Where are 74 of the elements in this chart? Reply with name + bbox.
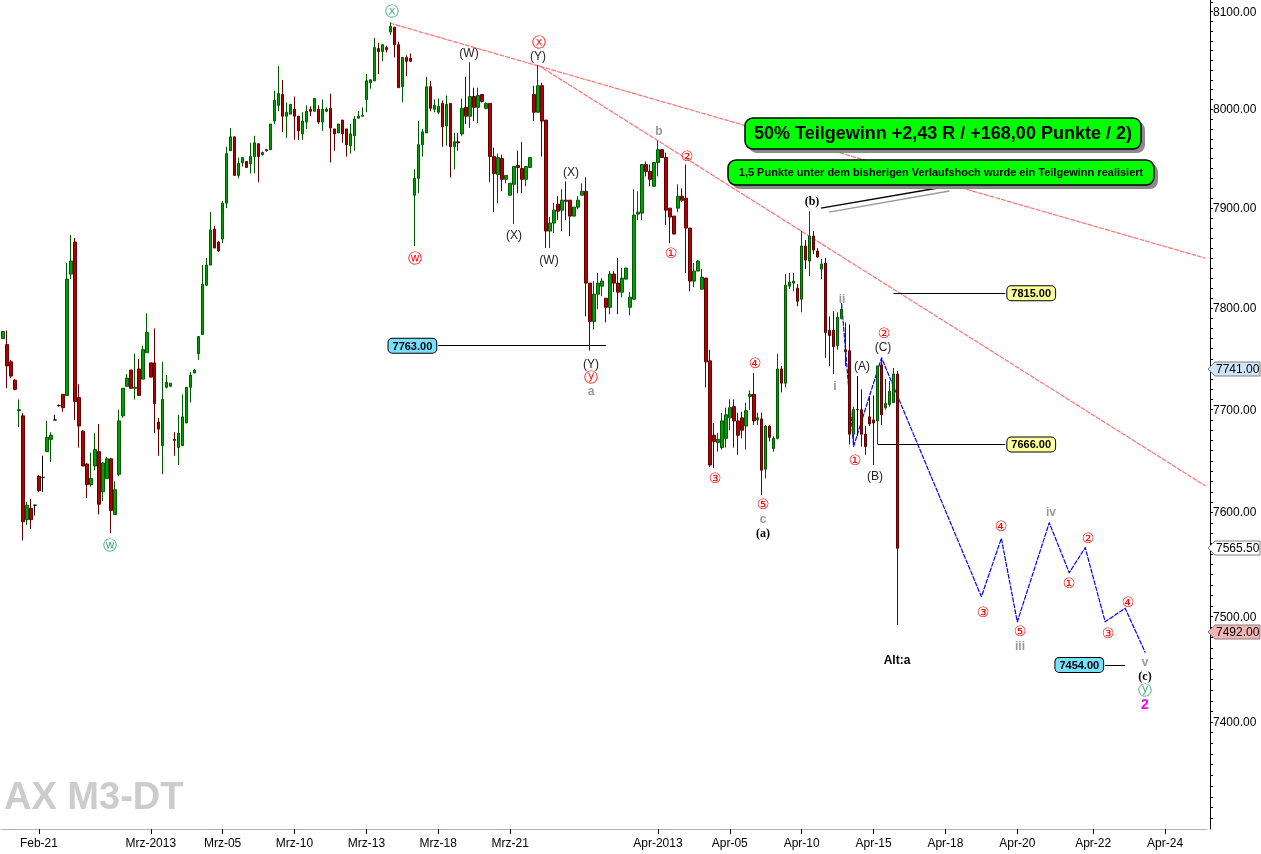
annotation: (W) (539, 253, 559, 267)
annotation: (A) (854, 359, 870, 373)
ref-line-label: 7666.00 (1011, 438, 1052, 451)
annotation: ⓧ (532, 34, 546, 50)
annotation: ① (1062, 575, 1076, 591)
x-tick-label: Apr-24 (1147, 836, 1184, 850)
text: 7565.50 (1216, 541, 1260, 555)
x-tick-label: Apr-22 (1075, 836, 1112, 850)
annotation: v (1141, 655, 1149, 669)
annotation: c (759, 512, 767, 526)
x-tick-label: Apr-2013 (633, 836, 683, 850)
annotation: ⓨ (584, 369, 598, 385)
annotation: (C) (874, 340, 892, 354)
annotation: iv (1045, 505, 1057, 519)
annotation: ii (838, 292, 846, 306)
ref-line-label: 7763.00 (392, 339, 433, 352)
x-tick-label: Apr-15 (855, 836, 892, 850)
annotation: ⓨ (1138, 682, 1152, 698)
annotation: ③ (1101, 625, 1115, 641)
x-tick-label: Apr-05 (711, 836, 749, 850)
annotation: ② (680, 148, 694, 164)
y-tick-label: 7400.00 (1213, 715, 1257, 730)
annotation: ① (664, 245, 678, 261)
annotation: ⓦ (103, 537, 117, 553)
x-tick-label: Mrz-13 (347, 836, 386, 850)
y-tick-label: 8100.00 (1213, 4, 1257, 19)
annotation: ④ (994, 518, 1008, 534)
annotation: (W) (459, 46, 479, 60)
x-tick-label: Apr-10 (783, 836, 820, 850)
annotation: (X) (563, 165, 579, 179)
x-tick-label: Apr-18 (927, 836, 964, 850)
text: 7492.00 (1216, 625, 1260, 639)
annotation: ① (848, 452, 862, 468)
annotation: (Y) (530, 49, 546, 63)
annotation: (b) (804, 194, 820, 209)
annotation: ⓧ (385, 3, 399, 19)
x-tick-label: Apr-20 (999, 836, 1036, 850)
annotation: i (833, 379, 837, 393)
y-tick-label: 7500.00 (1213, 609, 1257, 624)
annotation: ③ (976, 604, 990, 620)
annotation: ⓦ (408, 250, 422, 266)
annotation: ② (877, 325, 891, 341)
x-tick-label: Mrz-10 (275, 836, 314, 850)
annotation: ④ (748, 355, 762, 371)
annotation: a (587, 384, 595, 398)
annotation: ⑤ (756, 496, 770, 512)
annotation: 1,5 Punkte unter dem bisherigen Verlaufshoch wurde ein Teilgewinn realisiert (738, 166, 1144, 178)
y-tick-label: 7900.00 (1213, 201, 1257, 216)
x-tick-label: Mrz-21 (491, 836, 530, 850)
x-tick-label: Mrz-2013 (125, 836, 177, 850)
annotation: (Y) (583, 357, 599, 371)
annotation: (B) (867, 469, 883, 483)
annotation: ② (1081, 530, 1095, 546)
ref-line-label: 7454.00 (1059, 658, 1100, 671)
annotation: b (655, 124, 663, 138)
annotation: Alt:a (883, 653, 911, 667)
x-tick-label: Feb-21 (19, 836, 59, 850)
ref-line-label: 7815.00 (1011, 287, 1052, 300)
y-tick-label: 7600.00 (1213, 505, 1257, 520)
annotation: 2 (1141, 696, 1150, 712)
annotation: ⑤ (1013, 623, 1027, 639)
x-tick-label: Mrz-18 (419, 836, 458, 850)
y-tick-label: 7800.00 (1213, 301, 1257, 316)
annotation: 50% Teilgewinn +2,43 R / +168,00 Punkte / 2) (754, 123, 1132, 143)
annotation: ③ (708, 470, 722, 486)
annotation: (a) (756, 526, 770, 540)
y-tick-label: 8000.00 (1213, 102, 1257, 117)
annotation: iii (1014, 639, 1026, 653)
y-tick-label: 7700.00 (1213, 402, 1257, 417)
x-tick-label: Mrz-05 (203, 836, 242, 850)
annotation: (c) (1138, 669, 1152, 683)
annotation: ④ (1121, 594, 1135, 610)
annotation: (X) (506, 228, 522, 242)
text: 7741.00 (1216, 362, 1260, 376)
